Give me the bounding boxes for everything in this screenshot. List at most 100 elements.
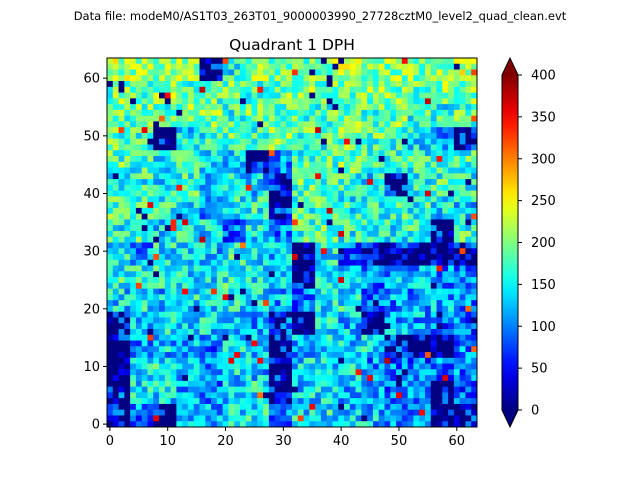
heatmap-cell (413, 144, 420, 151)
heatmap-cell (338, 184, 345, 192)
heatmap-cell (355, 104, 362, 111)
heatmap-cell (135, 380, 143, 388)
heatmap-cell (234, 352, 241, 359)
heatmap-cell (222, 305, 229, 313)
heatmap-cell (182, 69, 189, 76)
heatmap-cell (401, 248, 409, 255)
heatmap-cell (378, 259, 385, 266)
heatmap-cell (187, 92, 195, 99)
heatmap-cell (176, 254, 183, 261)
heatmap-cell (309, 138, 316, 145)
heatmap-cell (182, 196, 189, 203)
heatmap-cell (130, 311, 137, 318)
heatmap-cell (344, 230, 351, 238)
heatmap-cell (153, 346, 160, 353)
heatmap-cell (413, 271, 420, 278)
heatmap-cell (297, 63, 304, 70)
heatmap-cell (367, 173, 374, 180)
heatmap-cell (349, 340, 356, 347)
heatmap-cell (251, 150, 258, 157)
heatmap-cell (390, 265, 397, 272)
heatmap-cell (205, 317, 212, 324)
heatmap-cell (153, 179, 160, 186)
heatmap-cell (193, 294, 200, 301)
heatmap-cell (239, 288, 247, 295)
heatmap-cell (292, 248, 299, 255)
heatmap-cell (413, 109, 420, 117)
heatmap-cell (211, 317, 218, 324)
heatmap-cell (390, 92, 397, 99)
heatmap-cell (465, 328, 472, 336)
heatmap-cell (344, 207, 351, 215)
heatmap-cell (349, 92, 356, 99)
heatmap-cell (453, 352, 461, 359)
heatmap-cell (465, 421, 472, 428)
heatmap-cell (367, 58, 374, 65)
heatmap-cell (130, 144, 137, 151)
heatmap-cell (107, 259, 114, 266)
x-tick-label: 50 (391, 434, 408, 449)
heatmap-cell (216, 300, 224, 307)
heatmap-cell (141, 352, 148, 359)
heatmap-cell (159, 352, 166, 359)
heatmap-cell (141, 346, 148, 353)
heatmap-cell (338, 190, 345, 197)
heatmap-cell (124, 346, 131, 353)
heatmap-cell (465, 300, 472, 307)
heatmap-cell (118, 363, 125, 370)
heatmap-cell (164, 69, 171, 76)
heatmap-cell (424, 259, 432, 266)
heatmap-cell (245, 167, 252, 174)
heatmap-cell (297, 421, 304, 428)
heatmap-cell (384, 202, 391, 209)
heatmap-cell (355, 363, 362, 370)
heatmap-cell (413, 230, 420, 238)
heatmap-cell (384, 369, 391, 376)
heatmap-cell (159, 121, 166, 128)
heatmap-cell (176, 271, 183, 278)
heatmap-cell (211, 334, 218, 341)
heatmap-cell (465, 98, 472, 105)
heatmap-cell (222, 334, 229, 341)
heatmap-cell (419, 104, 426, 111)
heatmap-cell (407, 357, 414, 364)
heatmap-cell (372, 254, 380, 261)
heatmap-cell (228, 248, 235, 255)
heatmap-cell (147, 63, 154, 70)
heatmap-cell (430, 352, 437, 359)
heatmap-cell (471, 58, 478, 65)
heatmap-cell (367, 328, 374, 336)
heatmap-cell (384, 156, 391, 163)
heatmap-cell (396, 305, 403, 313)
heatmap-cell (234, 230, 241, 238)
heatmap-cell (401, 121, 409, 128)
heatmap-cell (268, 179, 276, 186)
heatmap-cell (384, 317, 391, 324)
heatmap-cell (234, 207, 241, 215)
heatmap-cell (349, 213, 356, 220)
heatmap-cell (251, 375, 258, 382)
heatmap-cell (292, 340, 299, 347)
heatmap-cell (193, 92, 200, 99)
heatmap-cell (401, 409, 409, 416)
heatmap-cell (193, 352, 200, 359)
heatmap-cell (338, 75, 345, 82)
heatmap-cell (303, 219, 310, 226)
heatmap-cell (251, 340, 258, 347)
heatmap-cell (436, 138, 443, 145)
heatmap-cell (228, 58, 235, 65)
heatmap-cell (326, 132, 333, 140)
heatmap-cell (471, 225, 478, 232)
heatmap-cell (384, 357, 391, 364)
heatmap-cell (349, 282, 356, 290)
heatmap-cell (274, 225, 281, 232)
heatmap-cell (372, 190, 380, 197)
heatmap-cell (268, 392, 276, 399)
heatmap-cell (372, 392, 380, 399)
heatmap-cell (170, 86, 177, 93)
heatmap-cell (124, 92, 131, 99)
heatmap-cell (216, 409, 224, 416)
heatmap-cell (112, 346, 119, 353)
heatmap-cell (234, 317, 241, 324)
heatmap-cell (257, 288, 264, 295)
